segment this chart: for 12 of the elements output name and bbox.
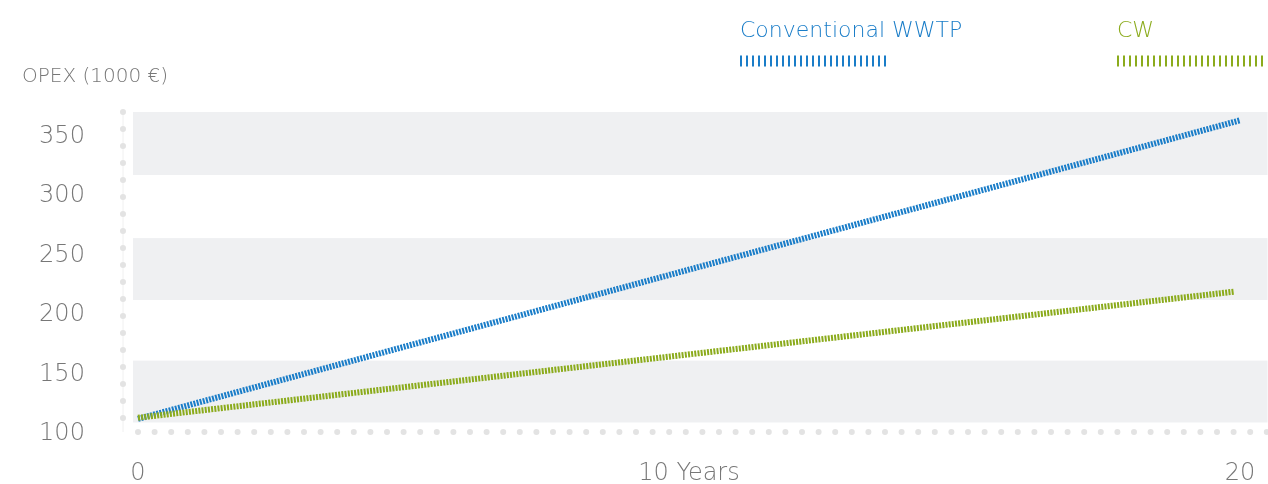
y-tick-label: 100 bbox=[39, 418, 85, 446]
y-tick-label: 300 bbox=[39, 180, 85, 209]
y-tick-label: 200 bbox=[39, 299, 85, 328]
y-tick-label: 350 bbox=[39, 120, 85, 149]
x-tick-label: 20 bbox=[1224, 458, 1256, 484]
text: Conventional WWTP bbox=[740, 16, 963, 42]
x-tick-label: 10 Years bbox=[638, 458, 740, 484]
y-tick-label: 250 bbox=[39, 239, 85, 268]
y-axis-title: OPEX (1000 €) bbox=[22, 63, 169, 87]
y-tick-label: 150 bbox=[39, 358, 85, 387]
x-tick-label: 0 bbox=[130, 458, 146, 484]
text: CW bbox=[1117, 16, 1155, 42]
